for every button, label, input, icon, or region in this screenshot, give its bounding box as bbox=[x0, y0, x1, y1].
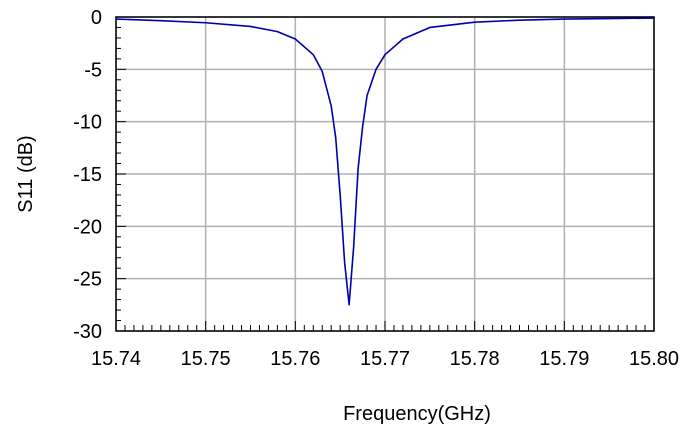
plot-frame bbox=[115, 16, 655, 332]
y-tick-label: -20 bbox=[73, 216, 102, 238]
series-line bbox=[115, 17, 655, 306]
x-tick-label: 15.74 bbox=[91, 348, 141, 370]
x-tick-label: 15.76 bbox=[270, 348, 320, 370]
x-axis-label: Frequency(GHz) bbox=[343, 403, 491, 425]
y-tick-label: -5 bbox=[84, 59, 102, 81]
x-tick-labels: 15.74 15.75 15.76 15.77 15.78 15.79 15.80 bbox=[91, 348, 679, 370]
x-tick-label: 15.75 bbox=[181, 348, 231, 370]
y-tick-label: -30 bbox=[73, 321, 102, 343]
y-tick-label: -10 bbox=[73, 112, 102, 134]
y-axis-label: S11 (dB) bbox=[15, 135, 37, 212]
x-tick-label: 15.78 bbox=[450, 348, 500, 370]
y-tick-label: -15 bbox=[73, 164, 102, 186]
x-tick-label: 15.79 bbox=[539, 348, 589, 370]
x-tick-label: 15.80 bbox=[629, 348, 679, 370]
plot-border bbox=[115, 16, 655, 332]
y-tick-label: 0 bbox=[91, 7, 102, 29]
grid bbox=[115, 16, 655, 332]
x-tick-label: 15.77 bbox=[360, 348, 410, 370]
y-tick-label: -25 bbox=[73, 269, 102, 291]
series-layer bbox=[115, 17, 655, 306]
y-tick-labels: 0 -5 -10 -15 -20 -25 -30 bbox=[73, 7, 102, 343]
